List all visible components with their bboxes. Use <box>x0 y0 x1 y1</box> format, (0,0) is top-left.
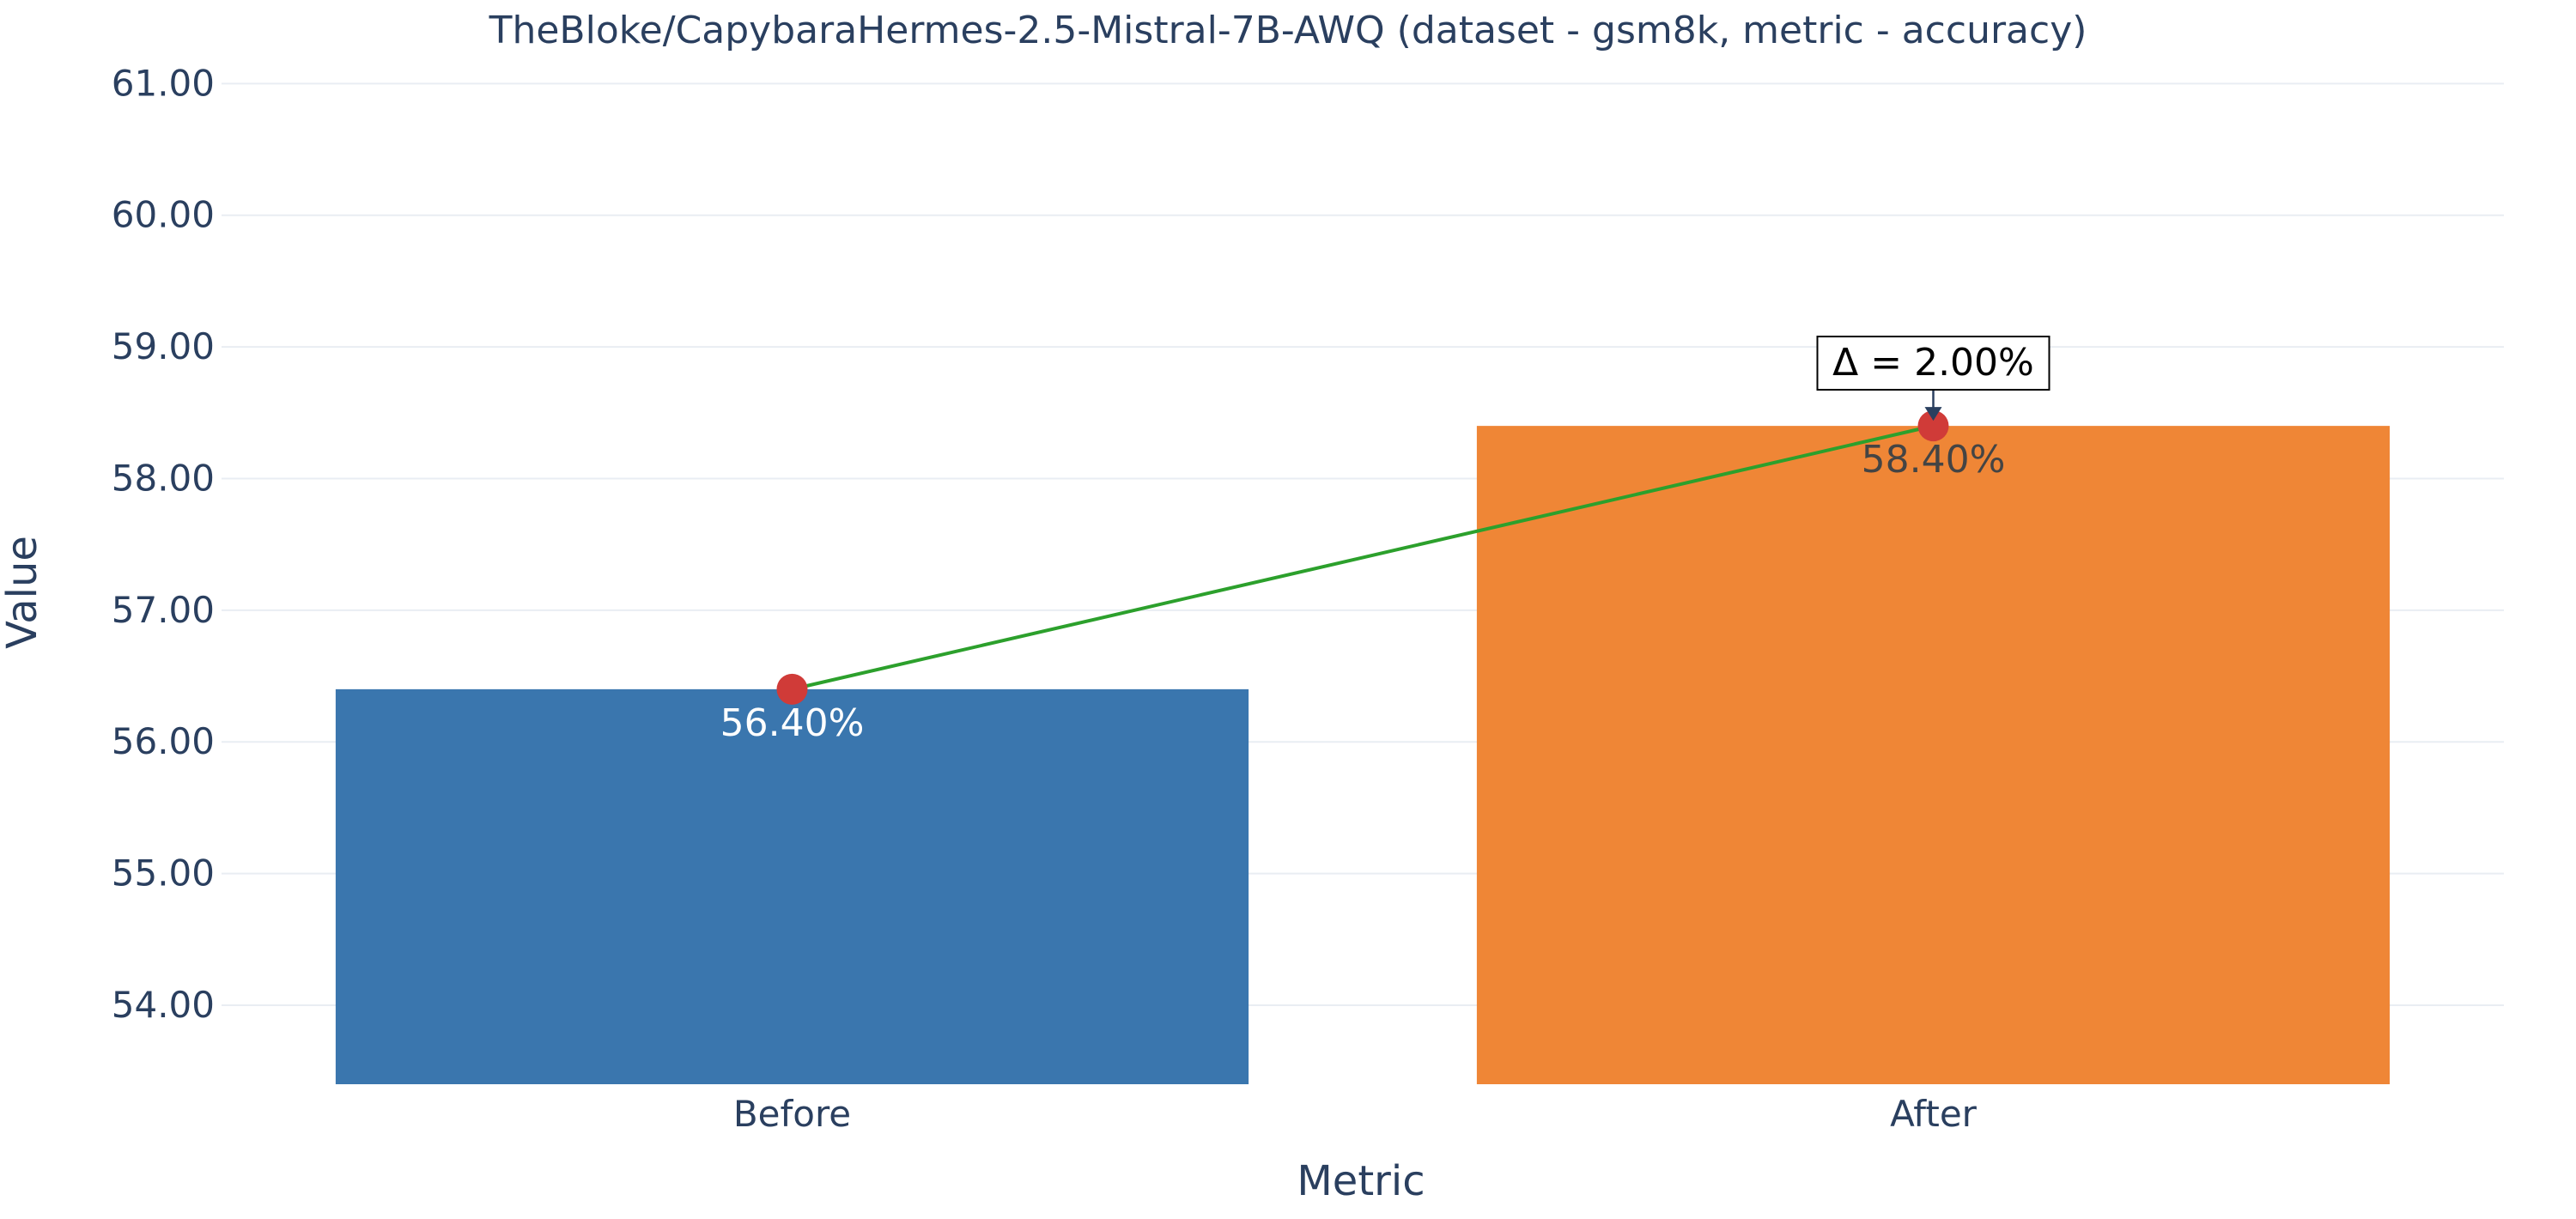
y-tick-label: 60.00 <box>112 194 215 236</box>
delta-annotation: Δ = 2.00% <box>1816 336 2050 421</box>
x-tick-label: After <box>1890 1093 1978 1135</box>
y-tick-label: 56.00 <box>112 720 215 762</box>
chart-title: TheBloke/CapybaraHermes-2.5-Mistral-7B-A… <box>489 9 2087 52</box>
y-tick-label: 58.00 <box>112 457 215 499</box>
y-tick-label: 61.00 <box>112 62 215 104</box>
trend-marker-before <box>776 673 808 705</box>
trend-line <box>792 424 1934 691</box>
annotation-text: Δ = 2.00% <box>1832 341 2034 385</box>
bar-value-label: 56.40% <box>720 701 865 745</box>
y-tick-label: 57.00 <box>112 589 215 631</box>
bar-after <box>1476 426 2391 1084</box>
annotation-box <box>1816 336 2050 391</box>
x-axis-tick-labels: Before After <box>733 1093 1978 1135</box>
bar-value-label: 58.40% <box>1862 438 2006 482</box>
x-axis-title: Metric <box>1297 1157 1425 1205</box>
trend-marker-after <box>1917 410 1949 442</box>
y-tick-label: 59.00 <box>112 325 215 367</box>
bars <box>335 426 2391 1084</box>
bar-value-labels: 56.40% 58.40% <box>720 438 2006 745</box>
annotation-arrow-head <box>1924 407 1942 421</box>
y-tick-label: 54.00 <box>112 984 215 1026</box>
bar-before <box>335 688 1249 1084</box>
trend-line-group <box>776 410 1949 705</box>
y-tick-label: 55.00 <box>112 852 215 895</box>
y-axis-title: Value <box>0 536 46 649</box>
y-axis-tick-labels: 54.00 55.00 56.00 57.00 58.00 59.00 60.00 61.00 <box>112 62 215 1026</box>
x-tick-label: Before <box>733 1093 851 1135</box>
